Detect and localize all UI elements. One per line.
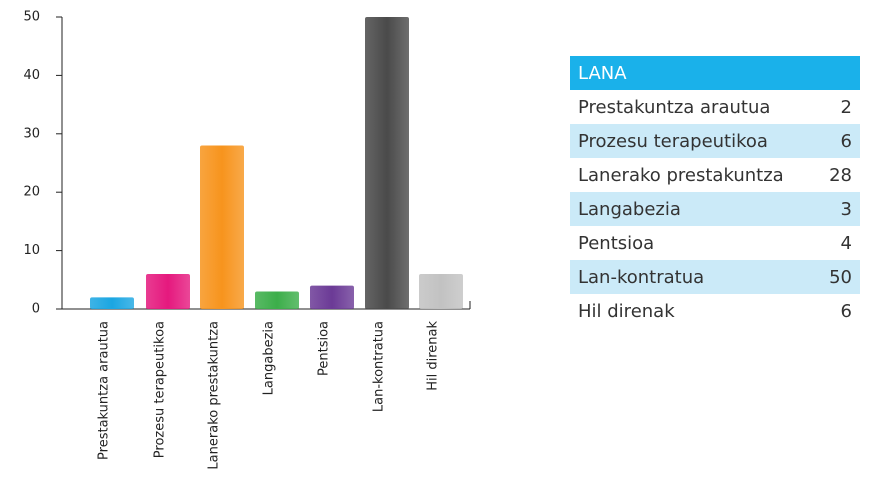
row-value: 2: [840, 96, 852, 118]
row-value: 50: [816, 260, 860, 294]
row-label: Lanerako prestakuntza: [578, 164, 784, 186]
bar: [255, 291, 299, 309]
chart: 0 10 20 30 40 50 Prestakuntza arautua Prozesu t…: [23, 10, 471, 470]
table-row: Lanerako prestakuntza 28: [570, 158, 860, 192]
x-tick-label: Langabezia: [262, 321, 277, 395]
row-value: 6: [816, 124, 860, 158]
row-label: Prozesu terapeutikoa: [570, 124, 817, 158]
x-tick-label: Prozesu terapeutikoa: [153, 321, 168, 458]
table-row: Pentsioa 4: [570, 226, 860, 260]
row-value: 4: [840, 232, 852, 254]
y-tick-label: 50: [23, 10, 40, 25]
bar: [90, 297, 134, 309]
table-title: LANA: [570, 56, 860, 90]
row-value: 3: [816, 192, 860, 226]
row-label: Langabezia: [570, 192, 817, 226]
bar: [146, 273, 190, 309]
row-value: 6: [840, 300, 852, 322]
bar: [419, 273, 463, 309]
data-table: LANA Prestakuntza arautua 2 Prozesu terape…: [570, 56, 860, 328]
row-value: 28: [829, 164, 852, 186]
y-tick-label: 0: [32, 302, 40, 317]
row-label: Pentsioa: [578, 232, 655, 254]
x-tick-label: Lan-kontratua: [372, 321, 387, 412]
x-tick-label: Pentsioa: [317, 321, 332, 376]
y-tick-label: 40: [23, 68, 40, 83]
bar: [200, 145, 244, 309]
x-tick-label: Lanerako prestakuntza: [207, 321, 222, 470]
y-tick-label: 20: [23, 185, 40, 200]
table-row: Langabezia 3: [570, 192, 860, 226]
row-label: Lan-kontratua: [570, 260, 817, 294]
bar: [310, 285, 354, 309]
x-tick-label: Hil direnak: [426, 321, 441, 391]
x-tick-label: Prestakuntza arautua: [97, 321, 112, 460]
table-row: Lan-kontratua 50: [570, 260, 860, 294]
row-label: Prestakuntza arautua: [578, 96, 771, 118]
y-tick-label: 10: [23, 243, 40, 258]
table-row: Prestakuntza arautua 2: [570, 90, 860, 124]
row-label: Hil direnak: [578, 300, 675, 322]
table-row: Prozesu terapeutikoa 6: [570, 124, 860, 158]
y-tick-label: 30: [23, 126, 40, 141]
bar: [365, 17, 409, 309]
table-row: Hil direnak 6: [570, 294, 860, 328]
